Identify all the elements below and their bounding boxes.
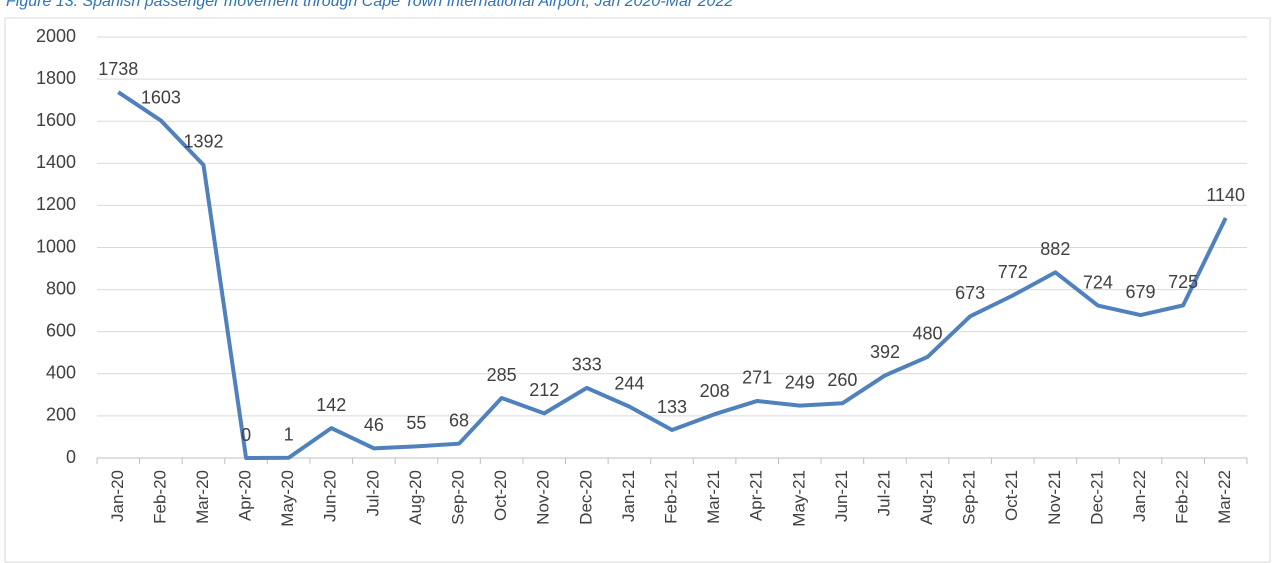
chart-border (4, 17, 1271, 563)
x-tick-label: Mar-20 (193, 470, 212, 524)
data-label: 772 (998, 262, 1028, 282)
data-label: 208 (700, 381, 730, 401)
x-tick-label: Apr-20 (236, 470, 255, 521)
x-tick-label: Jul-20 (363, 470, 382, 516)
x-tick-label: Jan-22 (1130, 470, 1149, 522)
y-tick-label: 1000 (36, 236, 76, 256)
data-label: 480 (913, 324, 943, 344)
x-tick-label: Sep-20 (449, 470, 468, 525)
y-tick-label: 400 (46, 363, 76, 383)
x-tick-label: Jul-21 (874, 470, 893, 516)
x-tick-label: Nov-21 (1045, 470, 1064, 525)
data-label: 133 (657, 397, 687, 417)
data-label: 212 (529, 380, 559, 400)
x-tick-label: Feb-20 (150, 470, 169, 524)
data-label: 249 (785, 372, 815, 392)
y-tick-label: 0 (66, 447, 76, 467)
y-tick-label: 1800 (36, 68, 76, 88)
data-label: 55 (406, 413, 426, 433)
data-label: 142 (316, 395, 346, 415)
y-tick-label: 800 (46, 278, 76, 298)
data-label: 882 (1040, 239, 1070, 259)
data-label: 260 (827, 370, 857, 390)
x-tick-label: Aug-20 (406, 470, 425, 525)
y-tick-label: 1400 (36, 152, 76, 172)
data-label: 244 (614, 373, 644, 393)
data-label: 725 (1168, 272, 1198, 292)
x-tick-label: Jan-21 (619, 470, 638, 522)
x-tick-label: Oct-21 (1002, 470, 1021, 521)
y-tick-label: 2000 (36, 26, 76, 46)
x-tick-label: Dec-20 (576, 470, 595, 525)
x-tick-label: Nov-20 (534, 470, 553, 525)
x-tick-label: Feb-22 (1173, 470, 1192, 524)
x-tick-label: Dec-21 (1087, 470, 1106, 525)
data-label: 1392 (183, 132, 223, 152)
data-label: 673 (955, 283, 985, 303)
data-label: 1603 (141, 87, 181, 107)
x-tick-label: Jun-21 (832, 470, 851, 522)
data-label: 0 (241, 425, 251, 445)
y-tick-label: 200 (46, 405, 76, 425)
data-label: 392 (870, 342, 900, 362)
y-tick-label: 1200 (36, 194, 76, 214)
data-line (117, 90, 1228, 460)
x-tick-label: Feb-21 (661, 470, 680, 524)
x-tick-label: Apr-21 (747, 470, 766, 521)
data-label: 271 (742, 368, 772, 388)
x-tick-label: Mar-21 (704, 470, 723, 524)
y-tick-label: 600 (46, 320, 76, 340)
x-tick-label: Aug-21 (917, 470, 936, 525)
y-tick-label: 1600 (36, 110, 76, 130)
x-tick-label: Jan-20 (108, 470, 127, 522)
data-label: 46 (364, 415, 384, 435)
data-label: 333 (572, 355, 602, 375)
data-label: 1 (284, 425, 294, 445)
data-label: 679 (1125, 282, 1155, 302)
x-tick-label: Mar-22 (1215, 470, 1234, 524)
x-tick-label: Jun-20 (321, 470, 340, 522)
x-tick-label: Sep-21 (960, 470, 979, 525)
data-label: 1738 (98, 59, 138, 79)
x-tick-label: May-20 (278, 470, 297, 527)
chart-title: Figure 13: Spanish passenger movement th… (6, 0, 733, 10)
data-label: 285 (487, 365, 517, 385)
data-label: 1140 (1206, 185, 1245, 205)
x-tick-label: May-21 (789, 470, 808, 527)
data-label: 68 (449, 410, 469, 430)
x-tick-label: Oct-20 (491, 470, 510, 521)
data-label: 724 (1083, 272, 1113, 292)
